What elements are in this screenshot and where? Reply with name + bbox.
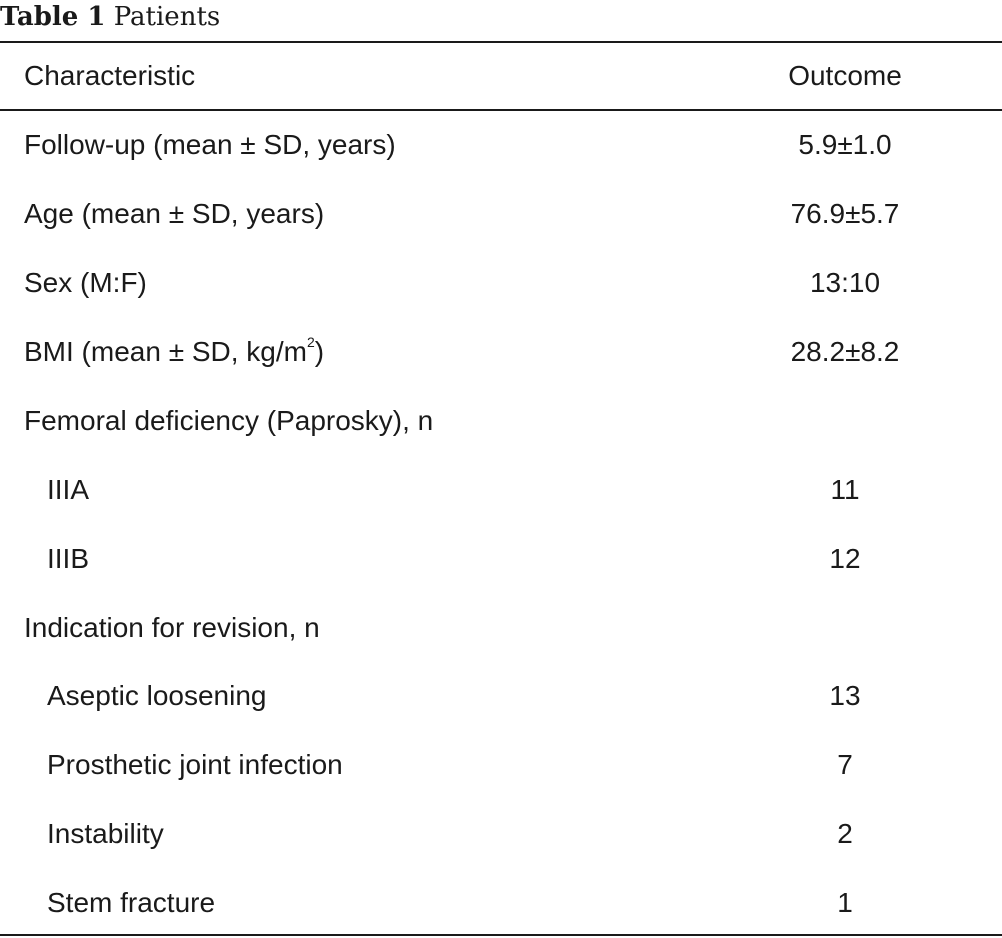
row-outcome: 76.9±5.7 xyxy=(790,198,900,229)
table-caption: Table 1 Patients xyxy=(0,0,220,34)
table-row: Femoral deficiency (Paprosky), n xyxy=(0,401,1002,441)
bmi-unit-superscript: 2 xyxy=(306,334,315,350)
table-row: Stem fracture 1 xyxy=(0,883,1002,923)
row-outcome: 12 xyxy=(829,543,861,574)
row-characteristic: Follow-up (mean ± SD, years) xyxy=(24,129,396,160)
bmi-label-suffix: ) xyxy=(314,336,325,367)
row-group-heading: Indication for revision, n xyxy=(24,612,320,643)
row-outcome: 7 xyxy=(837,749,853,780)
row-characteristic: Aseptic loosening xyxy=(47,680,267,711)
row-characteristic: IIIA xyxy=(47,474,90,505)
row-outcome: 5.9±1.0 xyxy=(798,129,892,160)
column-header-outcome: Outcome xyxy=(788,60,902,91)
table-row: Aseptic loosening 13 xyxy=(0,676,1002,716)
table-row: Follow-up (mean ± SD, years) 5.9±1.0 xyxy=(0,125,1002,165)
row-characteristic: Instability xyxy=(47,818,164,849)
row-group-heading: Femoral deficiency (Paprosky), n xyxy=(24,405,434,436)
table-caption-title: Patients xyxy=(113,2,221,32)
table-row: Age (mean ± SD, years) 76.9±5.7 xyxy=(0,194,1002,234)
table-bottom-rule xyxy=(0,934,1002,936)
table-row: Instability 2 xyxy=(0,814,1002,854)
bmi-label-text: BMI (mean ± SD, kg/m xyxy=(24,336,307,367)
row-characteristic: BMI (mean ± SD, kg/m2) xyxy=(24,332,324,372)
table-row: IIIB 12 xyxy=(0,539,1002,579)
table-row: IIIA 11 xyxy=(0,470,1002,510)
table-row: Prosthetic joint infection 7 xyxy=(0,745,1002,785)
row-outcome: 28.2±8.2 xyxy=(790,336,900,367)
column-header-characteristic: Characteristic xyxy=(24,60,196,91)
row-characteristic: Prosthetic joint infection xyxy=(47,749,343,780)
row-characteristic: IIIB xyxy=(47,543,90,574)
table-row: Sex (M:F) 13:10 xyxy=(0,263,1002,303)
table-row: BMI (mean ± SD, kg/m2) 28.2±8.2 xyxy=(0,332,1002,372)
table-header-row: Characteristic Outcome xyxy=(0,56,1002,96)
row-characteristic: Stem fracture xyxy=(47,887,216,918)
row-outcome: 2 xyxy=(837,818,853,849)
table-caption-label: Table 1 xyxy=(0,2,106,32)
table-header-rule xyxy=(0,109,1002,111)
row-outcome: 13 xyxy=(829,680,861,711)
row-outcome: 11 xyxy=(830,474,860,505)
row-characteristic: Sex (M:F) xyxy=(24,267,147,298)
row-outcome: 13:10 xyxy=(809,267,881,298)
row-characteristic: Age (mean ± SD, years) xyxy=(24,198,325,229)
table-row: Indication for revision, n xyxy=(0,608,1002,648)
row-outcome: 1 xyxy=(837,887,853,918)
table-top-rule xyxy=(0,41,1002,43)
